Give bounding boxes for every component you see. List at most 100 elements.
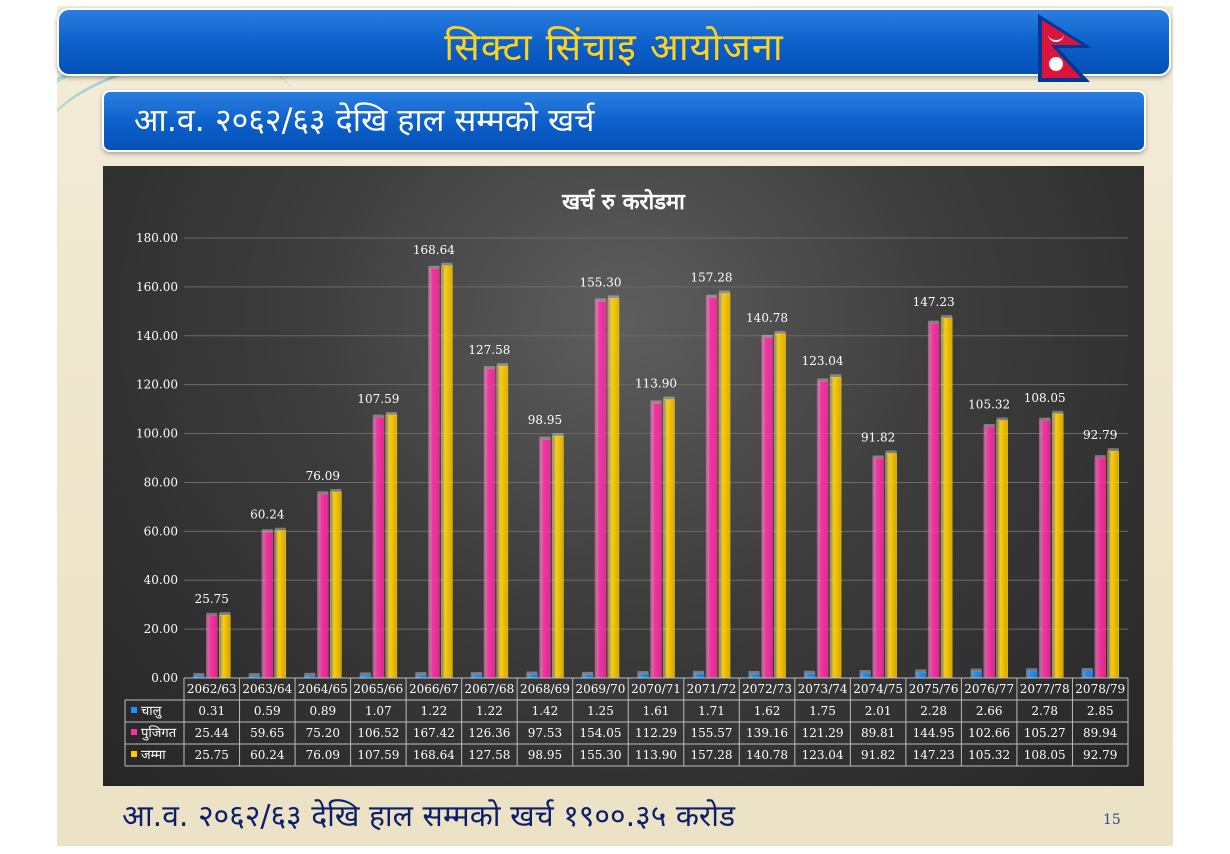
- legend-key: [131, 751, 137, 757]
- bar: [483, 368, 496, 679]
- legend-key: [131, 729, 137, 735]
- data-label: 107.59: [357, 392, 399, 406]
- page-title: सिक्टा सिंचाइ आयोजना: [444, 25, 784, 69]
- bar-cap: [359, 672, 371, 676]
- table-cell: 2.28: [920, 704, 947, 718]
- bar-cap: [1052, 410, 1064, 414]
- bar-cap: [761, 334, 773, 338]
- table-cell: 2.85: [1087, 704, 1114, 718]
- bar-cap: [885, 450, 897, 454]
- title-bar: सिक्टा सिंचाइ आयोजना: [57, 8, 1171, 76]
- bar-cap: [996, 417, 1008, 421]
- y-tick-label: 60.00: [144, 524, 178, 538]
- bar-cap: [1081, 668, 1093, 672]
- bar-cap: [552, 433, 564, 437]
- data-label: 155.30: [579, 275, 621, 289]
- data-label: 76.09: [306, 469, 340, 483]
- bar: [274, 530, 287, 679]
- x-tick-label: 2068/69: [520, 682, 570, 696]
- bar-cap: [650, 400, 662, 404]
- table-cell: 89.94: [1083, 726, 1118, 740]
- bar-cap: [441, 262, 453, 266]
- bar: [317, 493, 329, 679]
- table-cell: 140.78: [746, 748, 788, 762]
- y-tick-label: 180.00: [136, 231, 178, 245]
- bar: [718, 293, 731, 679]
- footer-total: आ.व. २०६२/६३ देखि हाल सम्मको खर्च १९००.३…: [122, 799, 736, 834]
- y-tick-label: 20.00: [144, 622, 178, 636]
- bar: [1081, 670, 1093, 679]
- x-tick-label: 2075/76: [909, 682, 959, 696]
- table-cell: 113.90: [635, 748, 677, 762]
- bar-cap: [928, 320, 940, 324]
- data-label: 60.24: [250, 508, 285, 522]
- bar-cap: [663, 396, 675, 400]
- bar-cap: [1107, 448, 1119, 452]
- table-cell: 2.66: [976, 704, 1003, 718]
- bar: [650, 403, 662, 679]
- bar: [1025, 670, 1038, 679]
- table-cell: 106.52: [357, 726, 399, 740]
- data-label: 91.82: [861, 431, 895, 445]
- bar: [372, 417, 385, 679]
- bar-cap: [719, 290, 731, 294]
- bar-cap: [415, 672, 427, 676]
- bar: [385, 414, 398, 679]
- table-cell: 102.66: [968, 726, 1010, 740]
- bar: [607, 298, 620, 679]
- bar: [1094, 457, 1106, 679]
- data-label: 98.95: [528, 413, 562, 427]
- table-cell: 25.75: [195, 748, 229, 762]
- y-tick-label: 80.00: [144, 475, 178, 489]
- bar-cap: [372, 414, 384, 418]
- bar-cap: [817, 378, 829, 382]
- table-cell: 139.16: [746, 726, 788, 740]
- bar-cap: [1039, 417, 1051, 421]
- table-cell: 76.09: [306, 748, 340, 762]
- bar-cap: [261, 529, 273, 533]
- table-cell: 25.44: [195, 726, 230, 740]
- data-label: 92.79: [1083, 428, 1117, 442]
- table-cell: 1.75: [809, 704, 836, 718]
- bar: [496, 365, 509, 679]
- table-cell: 1.22: [476, 704, 503, 718]
- table-cell: 2.01: [865, 704, 892, 718]
- bar: [774, 333, 786, 679]
- table-cell: 75.20: [306, 726, 340, 740]
- bar: [859, 672, 871, 679]
- bar: [816, 381, 829, 679]
- table-cell: 168.64: [413, 748, 455, 762]
- table-cell: 155.57: [691, 726, 733, 740]
- table-cell: 1.62: [754, 704, 781, 718]
- bar: [539, 439, 551, 679]
- y-tick-label: 100.00: [136, 427, 178, 441]
- legend-label: पुजिगत: [141, 725, 177, 741]
- bar: [692, 673, 705, 679]
- x-tick-label: 2069/70: [576, 682, 626, 696]
- table-cell: 92.79: [1083, 748, 1117, 762]
- bar-cap: [872, 455, 884, 459]
- table-cell: 154.05: [579, 726, 621, 740]
- data-label: 113.90: [635, 377, 677, 391]
- table-cell: 1.42: [532, 704, 559, 718]
- bar-cap: [774, 330, 786, 334]
- table-cell: 1.25: [587, 704, 614, 718]
- subtitle-bar: आ.व. २०६२/६३ देखि हाल सम्मको खर्च: [102, 90, 1146, 152]
- data-label: 168.64: [413, 243, 455, 257]
- y-tick-label: 0.00: [151, 671, 178, 685]
- x-tick-label: 2066/67: [409, 682, 459, 696]
- table-cell: 155.30: [579, 748, 621, 762]
- bar: [637, 673, 649, 679]
- x-tick-label: 2062/63: [187, 682, 237, 696]
- bar-cap: [304, 672, 316, 676]
- table-cell: 127.58: [468, 748, 510, 762]
- x-tick-label: 2064/65: [298, 682, 348, 696]
- bar: [330, 491, 342, 679]
- table-cell: 108.05: [1024, 748, 1066, 762]
- x-tick-label: 2063/64: [242, 682, 292, 696]
- y-tick-label: 140.00: [136, 329, 178, 343]
- bar-cap: [748, 671, 760, 675]
- bar-cap: [859, 670, 871, 674]
- bar-cap: [915, 669, 927, 673]
- table-cell: 167.42: [413, 726, 455, 740]
